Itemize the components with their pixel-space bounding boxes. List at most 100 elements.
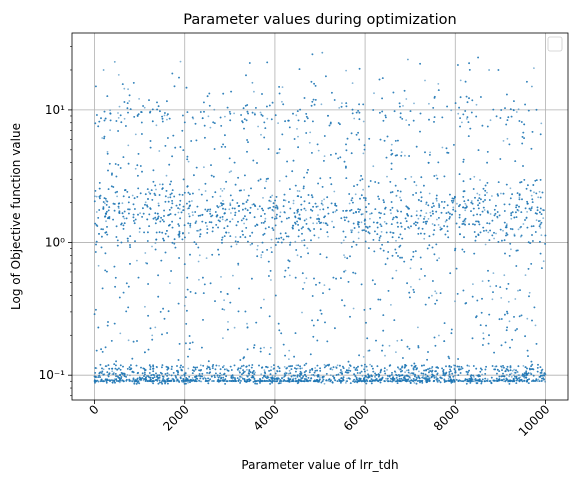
data-point	[341, 102, 343, 104]
data-point	[230, 170, 233, 173]
data-point	[231, 218, 234, 221]
data-point	[405, 119, 408, 121]
data-point	[295, 364, 298, 367]
data-point	[227, 321, 229, 323]
data-point	[136, 259, 138, 262]
data-point	[500, 297, 503, 299]
data-point	[235, 243, 238, 246]
data-point	[187, 232, 190, 234]
data-point	[229, 202, 232, 205]
data-point	[97, 380, 100, 383]
data-point	[233, 112, 236, 115]
data-point	[360, 221, 363, 224]
data-point	[111, 370, 114, 373]
data-point	[484, 243, 487, 246]
data-point	[128, 100, 131, 102]
data-point	[491, 195, 493, 197]
data-point	[509, 187, 512, 190]
data-point	[101, 137, 104, 139]
data-point	[415, 210, 418, 213]
data-point	[97, 264, 100, 267]
data-point	[317, 236, 320, 239]
data-point	[118, 381, 121, 384]
data-point	[423, 237, 426, 240]
data-point	[169, 282, 171, 284]
data-point	[418, 370, 420, 373]
data-point	[357, 237, 360, 240]
data-point	[348, 202, 351, 205]
data-point	[178, 208, 181, 210]
data-point	[369, 217, 371, 220]
data-point	[429, 151, 431, 154]
data-point	[533, 67, 535, 69]
data-point	[444, 220, 447, 223]
data-point	[183, 304, 186, 307]
data-point	[434, 290, 437, 293]
data-point	[395, 239, 397, 242]
data-point	[106, 151, 109, 153]
data-point	[373, 92, 375, 95]
data-point	[439, 226, 442, 229]
data-point	[354, 193, 357, 196]
data-point	[227, 231, 230, 234]
data-point	[323, 363, 326, 366]
data-point	[219, 195, 222, 198]
data-point	[333, 190, 336, 193]
data-point	[269, 346, 272, 349]
data-point	[303, 281, 306, 284]
data-point	[489, 285, 492, 288]
data-point	[515, 111, 518, 113]
data-point	[464, 202, 467, 205]
data-point	[511, 369, 514, 372]
data-point	[240, 376, 243, 379]
data-point	[177, 211, 180, 214]
data-point	[126, 374, 129, 376]
data-point	[431, 294, 433, 297]
data-point	[405, 369, 408, 372]
data-point	[166, 118, 168, 121]
data-point	[296, 127, 298, 130]
data-point	[500, 192, 502, 195]
data-point	[142, 379, 145, 382]
data-point	[203, 376, 206, 379]
data-point	[352, 307, 355, 310]
data-point	[405, 98, 408, 100]
data-point	[296, 254, 299, 257]
data-point	[362, 356, 365, 358]
data-point	[281, 86, 284, 88]
data-point	[260, 373, 263, 376]
data-point	[540, 234, 543, 237]
data-point	[168, 373, 171, 376]
data-point	[281, 100, 283, 103]
data-point	[473, 175, 476, 178]
data-point	[198, 278, 200, 281]
data-point	[334, 210, 337, 213]
data-point	[327, 380, 330, 382]
data-point	[265, 180, 268, 183]
data-point	[199, 364, 202, 367]
data-point	[134, 167, 137, 170]
data-point	[270, 246, 272, 249]
data-point	[309, 131, 312, 134]
data-point	[209, 126, 212, 129]
data-point	[385, 377, 387, 380]
data-point	[203, 166, 205, 169]
data-point	[154, 326, 157, 329]
data-point	[222, 199, 224, 202]
data-point	[538, 190, 541, 193]
data-point	[518, 196, 521, 199]
data-point	[301, 311, 303, 314]
data-point	[362, 152, 365, 155]
data-point	[187, 160, 190, 163]
data-point	[329, 374, 332, 376]
data-point	[475, 103, 478, 106]
data-point	[179, 60, 182, 63]
data-point	[317, 205, 319, 208]
data-point	[116, 195, 118, 198]
data-point	[191, 200, 193, 202]
data-point	[189, 226, 192, 229]
data-point	[238, 370, 241, 373]
data-point	[517, 228, 520, 231]
data-point	[399, 196, 401, 199]
data-point	[163, 114, 166, 117]
